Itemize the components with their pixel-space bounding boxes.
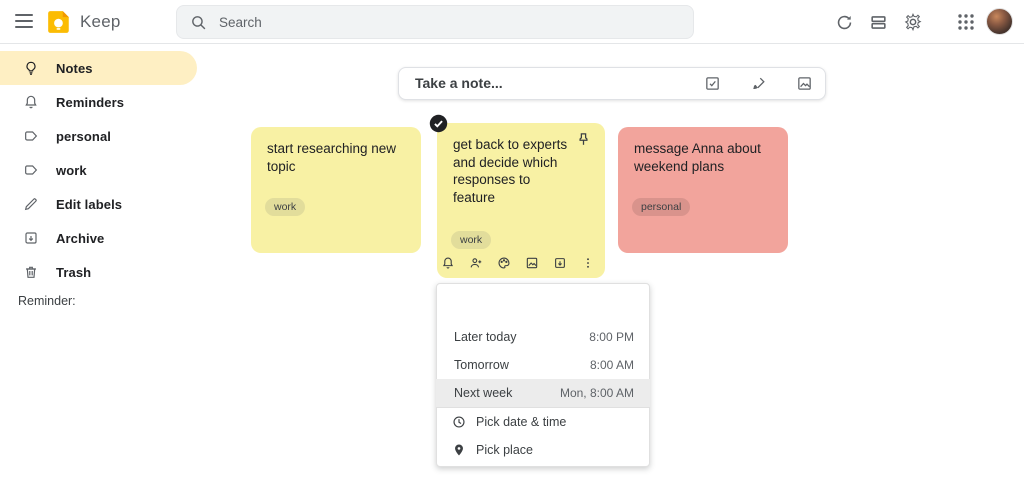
lightbulb-icon <box>23 60 39 76</box>
note-label-chip[interactable]: work <box>265 198 306 216</box>
label-icon <box>23 128 39 144</box>
trash-icon <box>23 264 39 280</box>
menu-item-time: 8:00 PM <box>589 330 634 344</box>
menu-item-label: Pick date & time <box>476 415 567 429</box>
collaborator-icon[interactable] <box>469 256 483 270</box>
sidebar-item-label: Archive <box>56 230 105 246</box>
menu-item-pick-date-time[interactable]: Pick date & time <box>436 408 650 436</box>
menu-item-label: Next week <box>454 386 513 400</box>
menu-item-later-today[interactable]: Later today 8:00 PM <box>436 323 650 351</box>
sidebar-item-label: work <box>56 162 87 178</box>
sidebar-item-label: Reminders <box>56 94 125 110</box>
note-toolbar <box>441 256 595 270</box>
note-card-selected[interactable]: get back to experts and decide which res… <box>429 114 605 278</box>
sidebar-item-label: Notes <box>56 60 93 76</box>
sidebar: Notes Reminders personal work <box>0 44 197 486</box>
pencil-icon <box>23 196 39 212</box>
note-card[interactable]: message Anna about weekend plans persona… <box>618 127 788 253</box>
apps-grid-icon[interactable] <box>954 10 978 34</box>
menu-item-time: 8:00 AM <box>589 358 634 372</box>
archive-icon[interactable] <box>553 256 567 270</box>
archive-icon <box>23 230 39 246</box>
hamburger-menu-icon[interactable] <box>15 14 33 28</box>
place-pin-icon <box>452 443 466 457</box>
sidebar-item-personal[interactable]: personal <box>0 119 197 153</box>
top-app-bar: Keep <box>0 0 1024 44</box>
keep-logo <box>46 9 72 35</box>
search-bar[interactable] <box>176 5 694 39</box>
menu-item-label: Pick place <box>476 443 533 457</box>
sidebar-item-archive[interactable]: Archive <box>0 221 197 255</box>
sidebar-item-edit-labels[interactable]: Edit labels <box>0 187 197 221</box>
list-view-icon[interactable] <box>866 10 890 34</box>
sidebar-item-trash[interactable]: Trash <box>0 255 197 289</box>
search-input[interactable] <box>219 6 679 38</box>
sidebar-item-label: personal <box>56 128 111 144</box>
new-drawing-brush-icon[interactable] <box>750 75 767 92</box>
sidebar-item-label: Edit labels <box>56 196 123 212</box>
selected-check-icon[interactable] <box>429 114 448 133</box>
menu-item-pick-place[interactable]: Pick place <box>436 436 650 464</box>
menu-item-label: Tomorrow <box>454 358 509 372</box>
note-card[interactable]: start researching new topic work <box>251 127 421 253</box>
sidebar-item-notes[interactable]: Notes <box>0 51 197 85</box>
bell-icon <box>23 94 39 110</box>
avatar[interactable] <box>986 8 1013 35</box>
new-image-icon[interactable] <box>796 75 813 92</box>
menu-item-time: Mon, 8:00 AM <box>559 386 634 400</box>
reminder-bell-icon[interactable] <box>441 256 455 270</box>
note-text: get back to experts and decide which res… <box>453 137 568 205</box>
menu-divider <box>437 407 649 408</box>
search-icon <box>190 14 207 31</box>
menu-item-tomorrow[interactable]: Tomorrow 8:00 AM <box>436 351 650 379</box>
sidebar-item-label: Trash <box>56 264 92 280</box>
take-a-note-input[interactable]: Take a note... <box>398 67 826 100</box>
reminder-dropdown <box>436 283 650 467</box>
note-label-chip[interactable]: personal <box>632 198 691 216</box>
image-icon[interactable] <box>525 256 539 270</box>
app-title: Keep <box>80 12 121 31</box>
note-text: message Anna about weekend plans <box>634 141 761 174</box>
sidebar-item-work[interactable]: work <box>0 153 197 187</box>
sidebar-item-reminders[interactable]: Reminders <box>0 85 197 119</box>
palette-icon[interactable] <box>497 256 511 270</box>
menu-item-label: Later today <box>454 330 517 344</box>
note-text: start researching new topic <box>267 141 397 174</box>
note-label-chip[interactable]: work <box>451 231 492 249</box>
take-a-note-placeholder: Take a note... <box>415 75 503 91</box>
refresh-icon[interactable] <box>832 10 856 34</box>
settings-gear-icon[interactable] <box>901 10 925 34</box>
pin-icon[interactable] <box>575 131 593 149</box>
menu-item-next-week[interactable]: Next week Mon, 8:00 AM <box>436 379 650 407</box>
more-vert-icon[interactable] <box>581 256 595 270</box>
reminder-menu-header: Reminder: <box>18 294 76 308</box>
new-list-checkbox-icon[interactable] <box>704 75 721 92</box>
label-icon <box>23 162 39 178</box>
clock-icon <box>452 415 466 429</box>
